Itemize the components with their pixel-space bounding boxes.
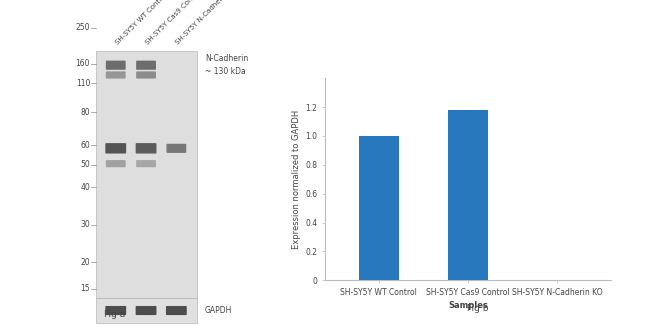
Text: 15: 15 — [81, 284, 90, 293]
FancyBboxPatch shape — [136, 61, 156, 70]
Text: SH-SY5Y Cas9 Control: SH-SY5Y Cas9 Control — [144, 0, 203, 46]
FancyBboxPatch shape — [96, 51, 196, 298]
FancyBboxPatch shape — [136, 143, 157, 154]
FancyBboxPatch shape — [106, 61, 125, 70]
X-axis label: Samples: Samples — [448, 301, 488, 310]
Text: 250: 250 — [75, 23, 90, 32]
FancyBboxPatch shape — [106, 71, 125, 79]
Text: 80: 80 — [81, 108, 90, 117]
FancyBboxPatch shape — [136, 306, 157, 315]
FancyBboxPatch shape — [166, 306, 187, 315]
Text: 20: 20 — [81, 258, 90, 267]
Text: SH-SY5Y N-Cadherin KO: SH-SY5Y N-Cadherin KO — [175, 0, 237, 46]
Text: 160: 160 — [75, 59, 90, 68]
FancyBboxPatch shape — [136, 160, 156, 167]
Text: N-Cadherin
~ 130 kDa: N-Cadherin ~ 130 kDa — [205, 54, 248, 76]
Text: GAPDH: GAPDH — [205, 306, 232, 315]
Text: SH-SY5Y WT Control: SH-SY5Y WT Control — [114, 0, 168, 46]
Text: 60: 60 — [81, 141, 90, 150]
Y-axis label: Expression normalized to GAPDH: Expression normalized to GAPDH — [292, 110, 301, 249]
Text: 30: 30 — [81, 220, 90, 230]
FancyBboxPatch shape — [105, 143, 126, 154]
FancyBboxPatch shape — [96, 298, 196, 323]
FancyBboxPatch shape — [106, 160, 125, 167]
Text: 40: 40 — [81, 183, 90, 192]
Bar — [359, 136, 398, 280]
Text: 50: 50 — [81, 160, 90, 169]
FancyBboxPatch shape — [136, 71, 156, 79]
Text: Fig b: Fig b — [467, 304, 489, 313]
FancyBboxPatch shape — [166, 144, 187, 153]
FancyBboxPatch shape — [105, 306, 126, 315]
Bar — [448, 110, 488, 280]
Text: 110: 110 — [75, 79, 90, 88]
Text: Fig a: Fig a — [104, 310, 125, 319]
